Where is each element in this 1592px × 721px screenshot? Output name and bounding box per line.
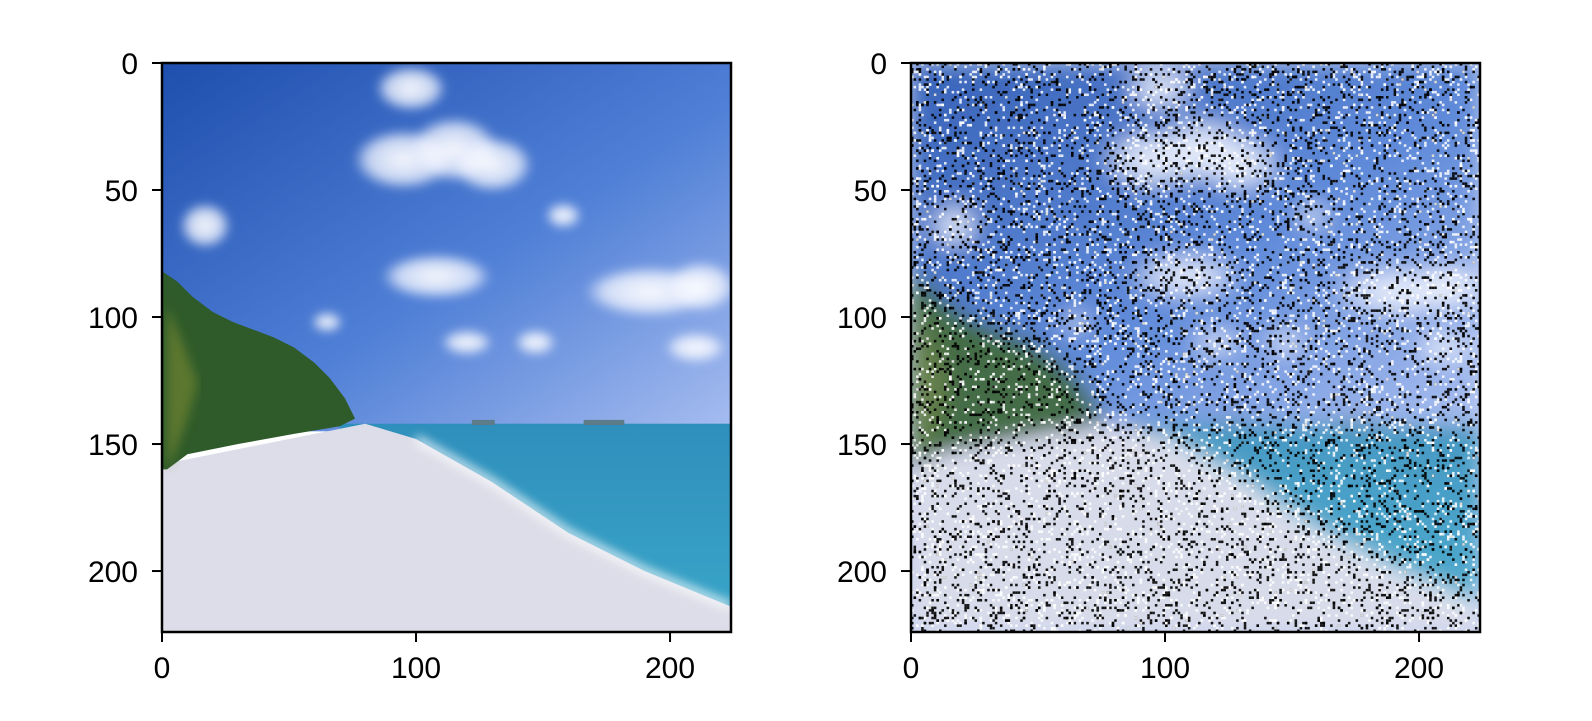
salt-pepper-noise bbox=[911, 63, 1480, 632]
x-tick-label: 200 bbox=[645, 652, 695, 685]
y-tick-label: 100 bbox=[88, 302, 138, 335]
x-tick-label: 0 bbox=[154, 652, 171, 685]
y-tick-label: 50 bbox=[105, 175, 138, 208]
y-tick-label: 200 bbox=[88, 556, 138, 589]
axes-frame bbox=[160, 61, 733, 634]
x-tick-label: 0 bbox=[903, 652, 920, 685]
y-tick-label: 150 bbox=[88, 429, 138, 462]
image-panel-noisy: 0 100 200 0 50 100 150 200 bbox=[837, 48, 1482, 685]
y-tick-label: 0 bbox=[870, 48, 887, 81]
y-tick-label: 100 bbox=[837, 302, 887, 335]
x-tick-label: 200 bbox=[1394, 652, 1444, 685]
y-tick-label: 200 bbox=[837, 556, 887, 589]
y-tick-label: 0 bbox=[121, 48, 138, 81]
image-panel-original: 0 100 200 0 50 100 150 200 bbox=[88, 48, 736, 685]
x-tick-label: 100 bbox=[391, 652, 441, 685]
axes-frame bbox=[909, 61, 1482, 634]
y-tick-label: 50 bbox=[854, 175, 887, 208]
noisy-beach-image bbox=[911, 63, 1480, 632]
beach-image bbox=[162, 63, 736, 632]
x-tick-label: 100 bbox=[1140, 652, 1190, 685]
y-tick-label: 150 bbox=[837, 429, 887, 462]
